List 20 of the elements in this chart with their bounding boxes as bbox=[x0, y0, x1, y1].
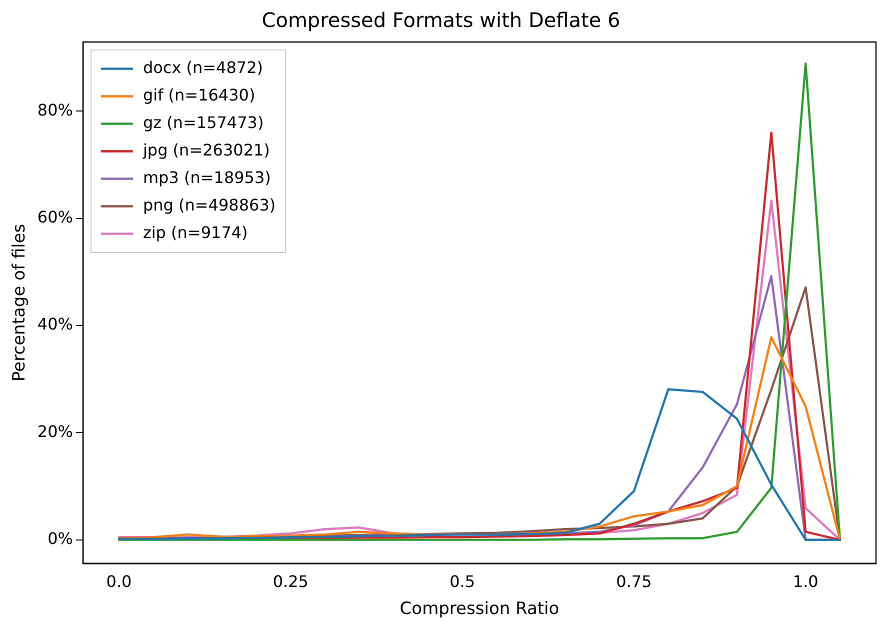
x-tick-label: 0.5 bbox=[450, 572, 476, 592]
y-tick-label: 20% bbox=[37, 422, 73, 441]
legend-label: mp3 (n=18953) bbox=[142, 168, 271, 187]
x-tick-label: 0.0 bbox=[106, 572, 132, 592]
legend-label: png (n=498863) bbox=[142, 195, 276, 214]
legend-label: jpg (n=263021) bbox=[142, 140, 270, 160]
legend-label: gif (n=16430) bbox=[142, 85, 256, 104]
legend-label: zip (n=9174) bbox=[142, 222, 248, 242]
y-tick-label: 80% bbox=[37, 100, 73, 120]
chart-title: Compressed Formats with Deflate 6 bbox=[262, 8, 620, 32]
y-axis-title: Percentage of files bbox=[10, 224, 30, 382]
y-tick-label: 0% bbox=[48, 528, 73, 548]
y-tick-label: 40% bbox=[37, 314, 73, 334]
x-axis-title: Compression Ratio bbox=[400, 599, 560, 620]
x-tick-label: 1.0 bbox=[792, 572, 818, 592]
legend-label: docx (n=4872) bbox=[142, 58, 264, 77]
x-tick-label: 0.25 bbox=[272, 572, 308, 592]
y-tick-label: 60% bbox=[37, 207, 73, 226]
legend-label: gz (n=157473) bbox=[142, 112, 264, 132]
x-tick-label: 0.75 bbox=[616, 572, 652, 592]
